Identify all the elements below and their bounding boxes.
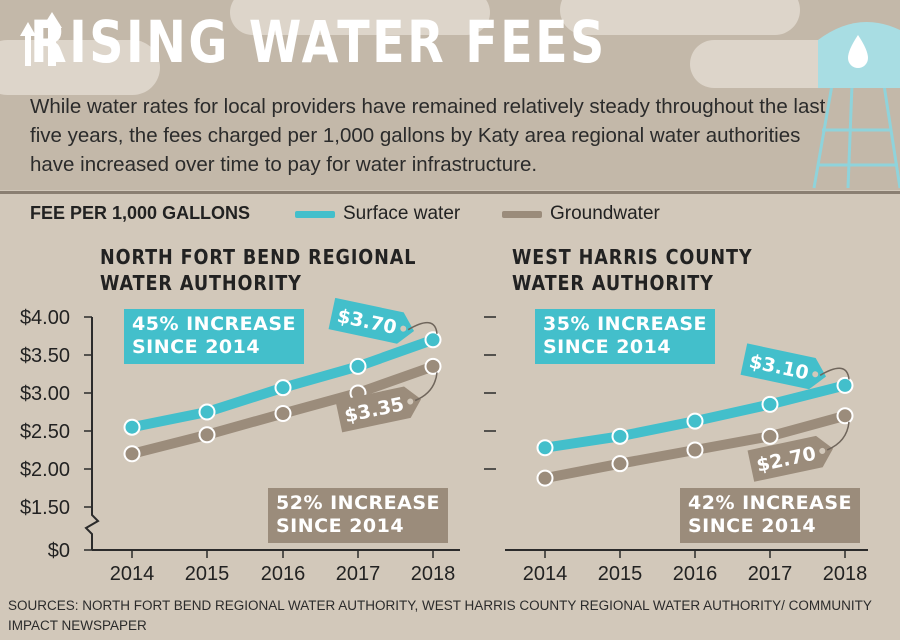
panel-title-line: WATER AUTHORITY (512, 271, 714, 295)
callout-line: SINCE 2014 (543, 336, 672, 358)
arrow-up-icon (8, 10, 68, 75)
x-tick-label: 2015 (185, 563, 230, 585)
price-tag-string (819, 367, 850, 380)
y-tick-label: $4.00 (20, 307, 70, 329)
legend-swatch-surface (295, 210, 335, 218)
legend-surface-label: Surface water (343, 203, 461, 224)
sources-note: SOURCES: NORTH FORT BEND REGIONAL WATER … (8, 598, 872, 633)
divider (0, 191, 900, 194)
x-tick-label: 2014 (110, 563, 155, 585)
price-tag-string (414, 372, 438, 402)
price-tag-shape (740, 343, 827, 390)
y-tick-label: $3.00 (20, 383, 70, 405)
data-point-surface (424, 331, 442, 349)
data-point-ground (686, 441, 704, 459)
x-tick-label: 2015 (598, 563, 643, 585)
intro-text: While water rates for local providers ha… (30, 95, 826, 176)
x-tick-label: 2018 (823, 563, 868, 585)
y-tick-label: $1.50 (20, 497, 70, 519)
callout-line: 52% INCREASE (276, 492, 440, 514)
y-tick-label: $0 (48, 540, 70, 562)
unit-label: FEE PER 1,000 GALLONS (30, 203, 251, 223)
data-point-surface (274, 379, 292, 397)
price-tag-string (826, 421, 850, 451)
data-point-ground (123, 445, 141, 463)
price-tag-hole (407, 398, 414, 405)
callout-whc-surface: 35% INCREASE SINCE 2014 (535, 309, 715, 364)
panel-title-line: NORTH FORT BEND REGIONAL (100, 245, 417, 269)
price-tag-hole (400, 325, 407, 332)
y-tick-label: $2.00 (20, 459, 70, 481)
price-tag-surface: $3.70 (328, 297, 415, 344)
y-tick-label: $3.50 (20, 345, 70, 367)
callout-line: SINCE 2014 (276, 515, 405, 537)
data-point-ground (198, 426, 216, 444)
x-tick-label: 2016 (673, 563, 718, 585)
chart-panel-0: $4.00 $3.50 $3.00 $2.50 $2.00 $1.50 $0 2014 2015… (20, 297, 460, 585)
callout-nfb-surface: 45% INCREASE SINCE 2014 (124, 309, 304, 364)
data-point-ground (611, 455, 629, 473)
data-point-ground (274, 405, 292, 423)
data-point-surface (349, 357, 367, 375)
data-point-surface (198, 403, 216, 421)
price-tag-hole (812, 371, 819, 378)
data-point-ground (761, 427, 779, 445)
x-tick-label: 2018 (411, 563, 456, 585)
chart-panel-1: 2014 2015 2016 2017 2018$3.10$2.70 (484, 316, 868, 585)
price-tag-shape (328, 297, 415, 344)
callout-nfb-ground: 52% INCREASE SINCE 2014 (268, 488, 448, 543)
legend-ground-label: Groundwater (550, 203, 660, 224)
legend-surface: Surface water (295, 203, 460, 225)
price-tag-string (407, 322, 438, 334)
data-point-surface (123, 418, 141, 436)
data-point-surface (761, 395, 779, 413)
x-tick-label: 2014 (523, 563, 568, 585)
price-tag-shape (747, 435, 834, 482)
callout-line: SINCE 2014 (688, 515, 817, 537)
data-point-surface (686, 412, 704, 430)
price-tag-surface: $3.10 (740, 343, 827, 390)
data-point-ground (424, 357, 442, 375)
legend-ground: Groundwater (502, 203, 660, 225)
y-axis-break (84, 317, 100, 550)
header-band (0, 0, 900, 190)
price-tag-ground: $3.35 (335, 386, 422, 433)
panel-title-nfb: NORTH FORT BEND REGIONAL WATER AUTHORITY (100, 244, 416, 296)
page-title: RISING WATER FEES (30, 8, 607, 76)
water-tower-icon (812, 22, 900, 189)
callout-whc-ground: 42% INCREASE SINCE 2014 (680, 488, 860, 543)
x-tick-label: 2017 (748, 563, 793, 585)
legend-swatch-ground (502, 210, 542, 218)
y-tick-label: $2.50 (20, 421, 70, 443)
data-point-surface (611, 427, 629, 445)
data-point-surface (836, 376, 854, 394)
callout-line: 45% INCREASE (132, 313, 296, 335)
data-point-ground (836, 407, 854, 425)
panel-title-whc: WEST HARRIS COUNTY WATER AUTHORITY (512, 244, 753, 296)
x-tick-label: 2016 (261, 563, 306, 585)
data-point-ground (536, 469, 554, 487)
callout-line: 42% INCREASE (688, 492, 852, 514)
x-tick-label: 2017 (336, 563, 381, 585)
callout-line: 35% INCREASE (543, 313, 707, 335)
panel-title-line: WEST HARRIS COUNTY (512, 245, 753, 269)
cloud (560, 0, 800, 35)
price-tag-shape (335, 386, 422, 433)
data-point-surface (536, 439, 554, 457)
price-tag-hole (819, 447, 826, 454)
cloud (230, 0, 490, 35)
callout-line: SINCE 2014 (132, 336, 261, 358)
panel-title-line: WATER AUTHORITY (100, 271, 302, 295)
